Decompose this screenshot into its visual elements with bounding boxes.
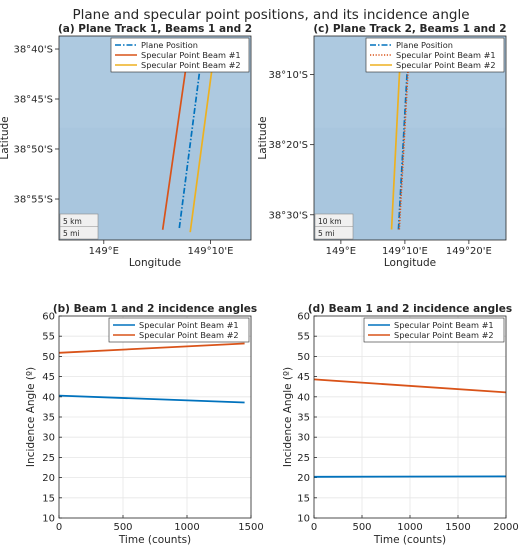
y-tick-label: 60 <box>297 312 310 323</box>
y-tick-label: 10 <box>297 514 310 525</box>
legend-label: Plane Position <box>141 40 198 50</box>
x-tick-label: 500 <box>352 522 371 533</box>
legend-label: Specular Point Beam #1 <box>139 320 239 330</box>
legend-box <box>365 37 505 73</box>
y-tick-label: 45 <box>297 372 310 383</box>
y-tick-label: 20 <box>42 473 55 484</box>
x-tick-label: 0 <box>311 522 317 533</box>
y-tick-label: 30 <box>297 433 310 444</box>
x-tick-label: 2000 <box>493 522 518 533</box>
y-tick-label: 38°45'S <box>13 95 53 106</box>
y-tick-label: 15 <box>42 493 55 504</box>
figure-title: Plane and specular point positions, and … <box>72 7 469 23</box>
track-line <box>189 59 215 233</box>
y-tick-label: 38°20'S <box>268 140 308 151</box>
legend-label: Specular Point Beam #1 <box>141 50 241 60</box>
scale-bar: 10 km 5 mi <box>314 213 354 240</box>
x-tick-label: 149°20'E <box>446 246 492 257</box>
x-tick-label: 149°10'E <box>382 246 428 257</box>
y-tick-label: 55 <box>42 332 55 343</box>
axes-frame <box>58 35 252 241</box>
track-line <box>178 59 202 229</box>
panel-title: (d) Beam 1 and 2 incidence angles <box>308 303 512 315</box>
panel-title: (c) Plane Track 2, Beams 1 and 2 <box>313 23 506 35</box>
y-tick-label: 35 <box>297 413 310 424</box>
axes-frame <box>313 315 507 519</box>
y-tick-label: 40 <box>42 392 55 403</box>
y-tick-label: 55 <box>297 332 310 343</box>
y-tick-label: 10 <box>42 514 55 525</box>
y-axis-label: Incidence Angle (º) <box>282 367 294 467</box>
y-tick-label: 45 <box>42 372 55 383</box>
legend-label: Specular Point Beam #2 <box>394 330 494 340</box>
x-tick-label: 0 <box>56 522 62 533</box>
y-tick-label: 50 <box>42 352 55 363</box>
y-axis-label: Latitude <box>0 116 11 159</box>
plots-layer: 149°E 149°10'E 38°40'S 38°45'S 38°50'S 38°55'… <box>0 23 519 546</box>
legend-label: Specular Point Beam #2 <box>139 330 239 340</box>
y-tick-label: 50 <box>297 352 310 363</box>
scale-label-km: 5 km <box>63 217 82 226</box>
y-tick-label: 38°55'S <box>13 195 53 206</box>
y-tick-label: 25 <box>42 453 55 464</box>
x-axis-label: Time (counts) <box>118 534 191 546</box>
x-tick-label: 149°E <box>89 246 119 257</box>
y-tick-label: 38°30'S <box>268 210 308 221</box>
y-tick-label: 38°50'S <box>13 144 53 155</box>
legend-label: Plane Position <box>396 40 453 50</box>
panel-title: (b) Beam 1 and 2 incidence angles <box>53 303 257 315</box>
y-tick-label: 15 <box>297 493 310 504</box>
y-tick-label: 38°40'S <box>13 45 53 56</box>
scale-bar: 5 km 5 mi <box>59 213 99 240</box>
y-tick-label: 35 <box>42 413 55 424</box>
y-tick-label: 30 <box>42 433 55 444</box>
series-line <box>58 342 245 354</box>
track-line <box>161 55 189 230</box>
x-axis-label: Time (counts) <box>373 534 446 546</box>
panel-title: (a) Plane Track 1, Beams 1 and 2 <box>58 23 252 35</box>
scale-label-km: 10 km <box>318 217 342 226</box>
legend-label: Specular Point Beam #2 <box>141 60 241 70</box>
y-tick-label: 20 <box>297 473 310 484</box>
x-tick-label: 1000 <box>397 522 422 533</box>
track-line <box>390 54 402 230</box>
x-tick-label: 1000 <box>174 522 199 533</box>
x-tick-label: 1500 <box>445 522 470 533</box>
x-axis-label: Longitude <box>129 257 181 269</box>
scale-label-mi: 5 mi <box>318 229 335 238</box>
y-tick-label: 38°10'S <box>268 70 308 81</box>
x-tick-label: 149°10'E <box>188 246 234 257</box>
x-tick-label: 1500 <box>238 522 263 533</box>
y-tick-label: 40 <box>297 392 310 403</box>
y-axis-label: Latitude <box>257 116 269 159</box>
x-tick-label: 149°E <box>326 246 356 257</box>
legend-label: Specular Point Beam #1 <box>396 50 496 60</box>
track-line <box>398 54 410 230</box>
series-line <box>58 394 245 404</box>
legend-label: Specular Point Beam #2 <box>396 60 496 70</box>
axes-frame <box>58 315 252 519</box>
scale-label-mi: 5 mi <box>63 229 80 238</box>
axes-frame <box>313 35 507 241</box>
y-axis-label: Incidence Angle (º) <box>25 367 37 467</box>
legend-box <box>363 317 505 343</box>
x-tick-label: 500 <box>113 522 132 533</box>
y-tick-label: 25 <box>297 453 310 464</box>
legend-box <box>108 317 250 343</box>
x-axis-label: Longitude <box>384 257 436 269</box>
legend-label: Specular Point Beam #1 <box>394 320 494 330</box>
y-tick-label: 60 <box>42 312 55 323</box>
series-line <box>313 378 507 394</box>
